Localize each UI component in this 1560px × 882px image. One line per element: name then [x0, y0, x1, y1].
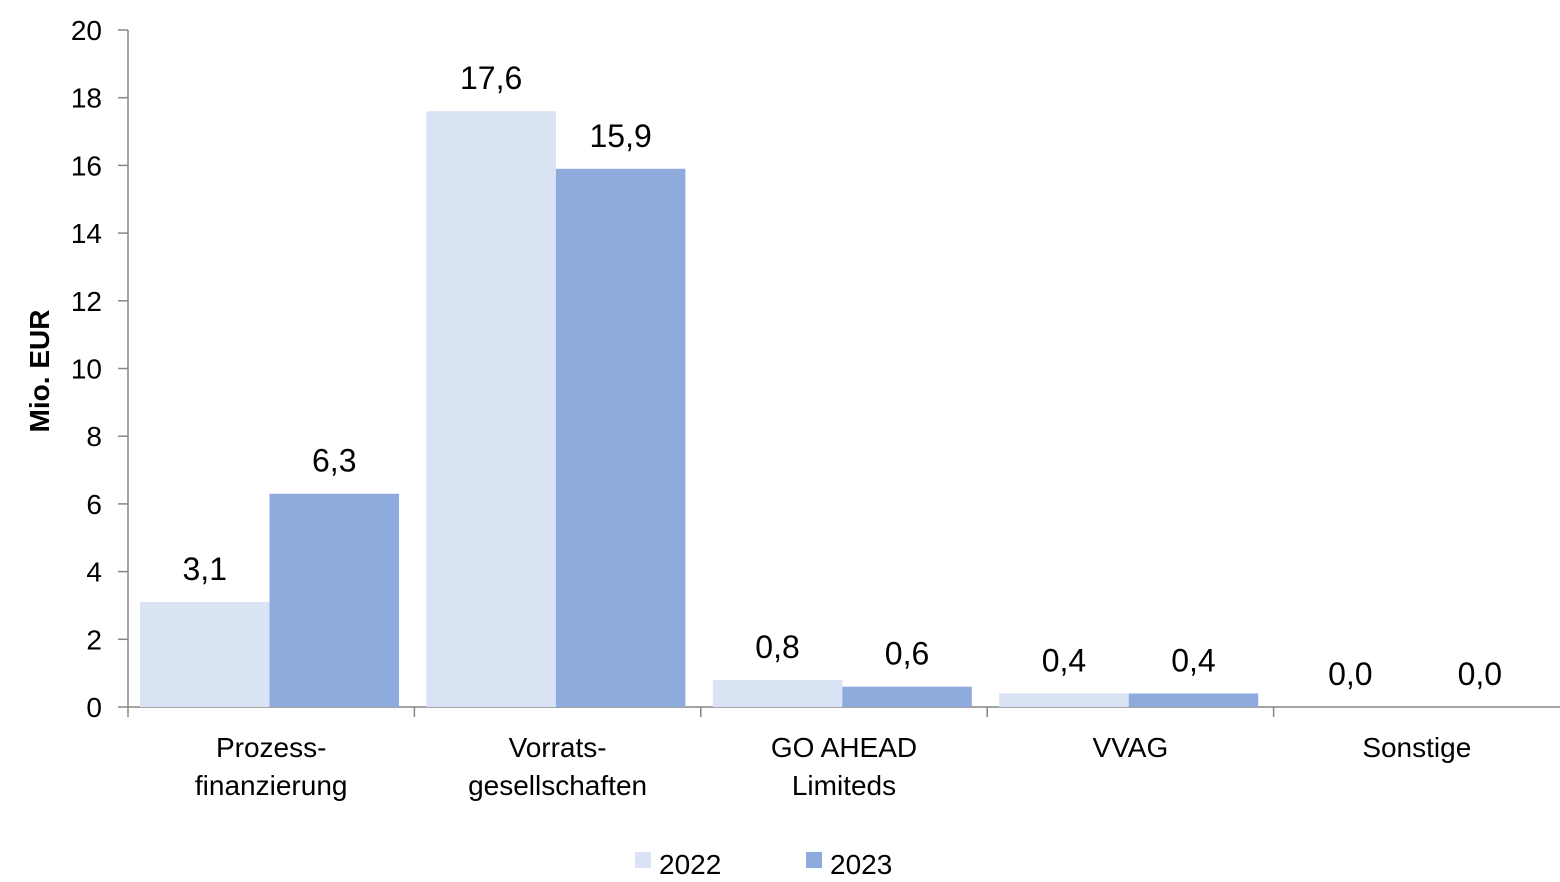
legend: 2022 2023 [635, 849, 892, 880]
data-label: 15,9 [590, 118, 652, 154]
y-tick-label: 16 [71, 150, 102, 181]
bar-series [140, 111, 1259, 708]
bar-2022-0 [140, 602, 270, 707]
bar-2022-2 [712, 679, 843, 707]
y-tick-label: 18 [71, 83, 102, 114]
data-label: 0,8 [755, 629, 799, 665]
data-label: 0,0 [1328, 656, 1372, 692]
data-label: 3,1 [183, 551, 227, 587]
category-labels: Prozess-finanzierung Vorrats-gesellschaft… [195, 732, 1471, 801]
y-tick-label: 20 [71, 15, 102, 46]
y-tick-label: 12 [71, 286, 102, 317]
legend-label: 2023 [830, 849, 892, 877]
category-label: Prozess-finanzierung [195, 732, 348, 801]
bar-2023-3 [1128, 693, 1259, 707]
y-tick-label: 0 [86, 692, 102, 723]
data-label: 17,6 [460, 60, 522, 96]
category-label: Vorrats-gesellschaften [468, 732, 647, 801]
data-label: 0,0 [1458, 656, 1502, 692]
y-tick-label: 2 [86, 624, 102, 655]
bar-2023-1 [555, 168, 686, 707]
x-axis [127, 706, 1560, 717]
legend-swatch [806, 852, 822, 868]
legend-label: 2022 [659, 849, 721, 877]
legend-swatch [635, 852, 651, 868]
y-tick-label: 14 [71, 218, 102, 249]
data-label: 0,6 [885, 636, 929, 672]
data-labels: 3,1 6,3 17,6 15,9 0,8 0,6 0,4 0,4 0,0 0,0 [183, 60, 1503, 692]
category-label: GO AHEAD Limiteds [771, 732, 917, 801]
category-label: Sonstige [1362, 732, 1471, 763]
y-tick-label: 8 [86, 421, 102, 452]
y-tick-label: 4 [86, 557, 102, 588]
y-tick-label: 10 [71, 354, 102, 385]
bar-2022-3 [999, 693, 1129, 707]
y-tick-label: 6 [86, 489, 102, 520]
data-label: 0,4 [1171, 642, 1215, 678]
y-axis-title: Mio. EUR [24, 310, 55, 433]
bar-2023-2 [842, 686, 972, 707]
data-label: 6,3 [312, 443, 356, 479]
data-label: 0,4 [1042, 642, 1086, 678]
bar-2023-0 [269, 493, 399, 707]
category-label: VVAG [1093, 732, 1169, 763]
y-axis: 0 2 4 6 8 10 12 14 16 18 20 [71, 15, 129, 723]
bar-2022-1 [426, 111, 556, 708]
